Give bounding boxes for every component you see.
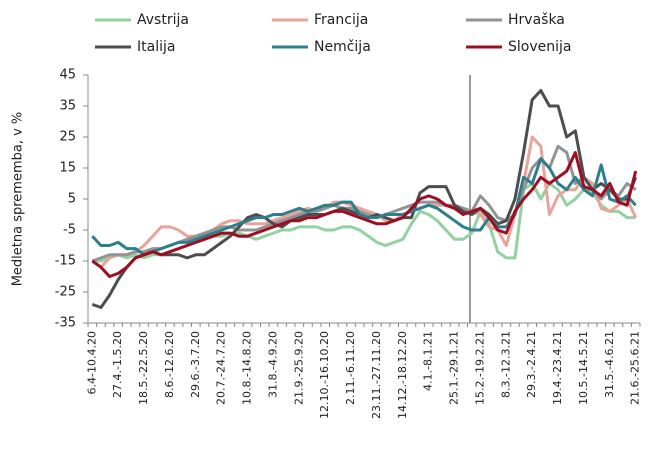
y-tick-label: 15 [59,161,76,176]
y-tick-label: -5 [63,223,76,238]
legend-label: Nemčija [314,39,371,55]
x-tick-label: 31.5.-4.6.21 [603,331,616,398]
y-axis-label: Medletna sprememba, v % [11,112,26,287]
y-tick-label: 5 [68,192,76,207]
x-tick-label: 14.12.-18.12.20 [396,331,409,419]
legend-label: Francija [314,12,368,28]
y-tick-label: -35 [55,316,76,331]
x-tick-label: 12.10.-16.10.20 [318,331,331,419]
x-tick-label: 29.3.-2.4.21 [525,331,538,398]
x-tick-label: 15.2.-19.2.21 [473,331,486,405]
y-tick-label: 35 [59,99,76,114]
x-tick-label: 4.1.-8.1.21 [422,331,435,391]
y-tick-label: -15 [55,254,76,269]
legend-label: Hrvaška [508,12,565,28]
x-tick-label: 25.1.-29.1.21 [448,331,461,405]
x-tick-label: 23.11.-27.11.20 [370,331,383,419]
x-tick-label: 8.3.-12.3.21 [499,331,512,398]
series-line [91,157,637,257]
x-tick-label: 19.4.-23.4.21 [551,331,564,405]
y-tick-label: 25 [59,130,76,145]
series-line [91,151,638,278]
x-tick-label: 2.11.-6.11.20 [344,331,357,405]
x-tick-label: 21.9.-25.9.20 [292,331,305,405]
x-tick-label: 10.8.-14.8.20 [241,331,254,405]
x-tick-label: 20.7.-24.7.20 [215,331,228,405]
x-tick-label: 29.6.-3.7.20 [189,331,202,398]
x-tick-label: 18.5.-22.5.20 [137,331,150,405]
legend-label: Slovenija [508,39,571,55]
x-tick-label: 8.6.-12.6.20 [163,331,176,398]
legend-label: Italija [137,39,175,55]
x-tick-label: 10.5.-14.5.21 [577,331,590,405]
x-tick-label: 21.6.-25.6.21 [629,331,642,405]
y-tick-label: -25 [55,285,76,300]
legend-label: Avstrija [137,12,189,28]
y-tick-label: 45 [59,68,76,83]
series-line [91,89,638,309]
x-tick-label: 27.4.-1.5.20 [111,331,124,398]
x-tick-label: 6.4-10.4.20 [85,331,98,394]
x-tick-label: 31.8.-4.9.20 [266,331,279,398]
